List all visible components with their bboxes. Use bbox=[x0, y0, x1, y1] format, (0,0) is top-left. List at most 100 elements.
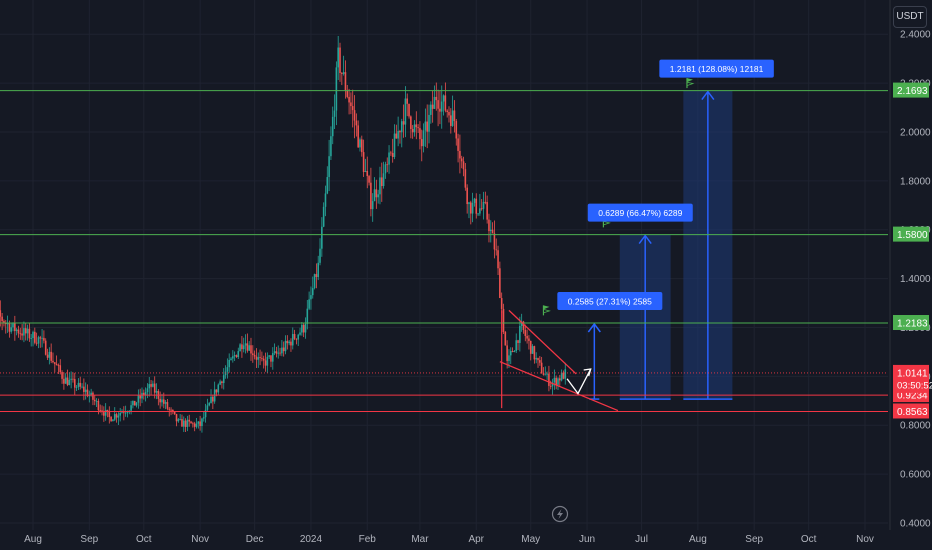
target-label-box bbox=[557, 292, 663, 311]
candle bbox=[480, 199, 483, 211]
candle bbox=[299, 327, 301, 336]
candle bbox=[181, 414, 183, 427]
candle bbox=[439, 90, 441, 125]
candle bbox=[30, 334, 32, 347]
candle bbox=[281, 340, 283, 357]
candle bbox=[366, 156, 369, 189]
target-label-text: 1.2181 (128.08%) 12181 bbox=[670, 64, 764, 74]
candle bbox=[193, 421, 196, 432]
time-axis[interactable]: Aug Sep Oct Nov Dec 2024 Feb Mar Apr May Jun Jul Aug… bbox=[24, 534, 874, 545]
candle bbox=[177, 418, 180, 423]
x-tick-label: Oct bbox=[136, 534, 152, 545]
candle bbox=[73, 372, 76, 396]
candle bbox=[130, 400, 132, 415]
candle bbox=[75, 385, 78, 392]
candle bbox=[132, 400, 134, 409]
replay-button[interactable] bbox=[551, 505, 569, 523]
wedge-upper-line[interactable] bbox=[508, 309, 577, 375]
level-price-text: 1.5800 bbox=[897, 230, 928, 241]
candle bbox=[270, 355, 272, 368]
candle bbox=[48, 347, 51, 365]
candle bbox=[346, 84, 349, 99]
candle bbox=[217, 383, 220, 396]
candle bbox=[526, 329, 528, 344]
candle bbox=[529, 340, 532, 361]
candle bbox=[364, 158, 367, 173]
target-label-text: 0.6289 (66.47%) 6289 bbox=[598, 208, 682, 218]
candle bbox=[34, 327, 36, 345]
candle bbox=[302, 322, 305, 338]
candle bbox=[484, 191, 487, 205]
candle bbox=[271, 347, 274, 370]
candle bbox=[331, 106, 334, 145]
replay-button-ring bbox=[551, 505, 569, 523]
candle bbox=[548, 365, 550, 392]
candle bbox=[253, 350, 256, 360]
candle bbox=[288, 340, 290, 346]
projection-path[interactable] bbox=[566, 368, 592, 395]
falling-wedge bbox=[499, 309, 619, 412]
candle bbox=[222, 368, 225, 390]
candle bbox=[542, 367, 545, 376]
candle bbox=[351, 89, 354, 128]
candle bbox=[115, 412, 118, 423]
candle bbox=[424, 108, 427, 147]
candle bbox=[497, 245, 499, 276]
candle bbox=[179, 414, 181, 421]
candle bbox=[466, 184, 468, 214]
candle bbox=[230, 356, 232, 361]
candle bbox=[291, 327, 294, 350]
candle bbox=[342, 55, 345, 76]
candle bbox=[257, 352, 260, 368]
candle bbox=[284, 335, 287, 355]
price-unit-button[interactable]: USDT bbox=[893, 6, 927, 28]
candle bbox=[35, 332, 38, 346]
horizontal-levels bbox=[0, 90, 888, 412]
candle bbox=[92, 391, 94, 406]
countdown-text: 03:50:52 bbox=[897, 380, 932, 391]
candle bbox=[143, 389, 145, 400]
candle bbox=[155, 383, 158, 400]
candle bbox=[420, 129, 423, 162]
candle bbox=[504, 331, 507, 346]
candle bbox=[23, 321, 25, 343]
price-target-2[interactable] bbox=[619, 234, 671, 400]
candle bbox=[330, 126, 332, 160]
candle bbox=[28, 322, 31, 342]
candle bbox=[266, 352, 269, 374]
candle bbox=[43, 330, 45, 344]
y-tick-label: 0.8000 bbox=[900, 421, 931, 432]
grid bbox=[0, 0, 888, 530]
candle bbox=[324, 185, 327, 217]
candle bbox=[137, 389, 140, 409]
candle bbox=[173, 411, 176, 416]
candle bbox=[295, 338, 298, 345]
candle bbox=[489, 220, 492, 243]
current-price-text: 1.0141 bbox=[897, 368, 928, 379]
candle bbox=[315, 263, 318, 289]
candle bbox=[469, 200, 472, 225]
candle bbox=[370, 167, 372, 217]
candle bbox=[79, 376, 82, 390]
candle bbox=[353, 95, 356, 139]
wedge-lower-line[interactable] bbox=[499, 361, 619, 412]
candle bbox=[50, 343, 52, 364]
candle bbox=[321, 217, 323, 257]
candle bbox=[39, 335, 42, 348]
candle bbox=[355, 113, 358, 137]
candle bbox=[301, 322, 303, 336]
candle bbox=[159, 391, 161, 409]
candle bbox=[415, 111, 418, 140]
candle bbox=[304, 317, 307, 339]
projection-arrow-head bbox=[583, 368, 592, 377]
candle bbox=[182, 416, 185, 432]
y-tick-label: 1.8000 bbox=[900, 176, 931, 187]
candle bbox=[44, 338, 47, 356]
candle bbox=[279, 347, 281, 356]
price-target-3[interactable] bbox=[683, 90, 733, 400]
price-axis[interactable]: 2.40002.20002.00001.80001.60001.40001.20… bbox=[889, 0, 932, 530]
candle bbox=[475, 193, 478, 219]
target-label-box bbox=[659, 59, 774, 78]
candle bbox=[273, 343, 276, 356]
